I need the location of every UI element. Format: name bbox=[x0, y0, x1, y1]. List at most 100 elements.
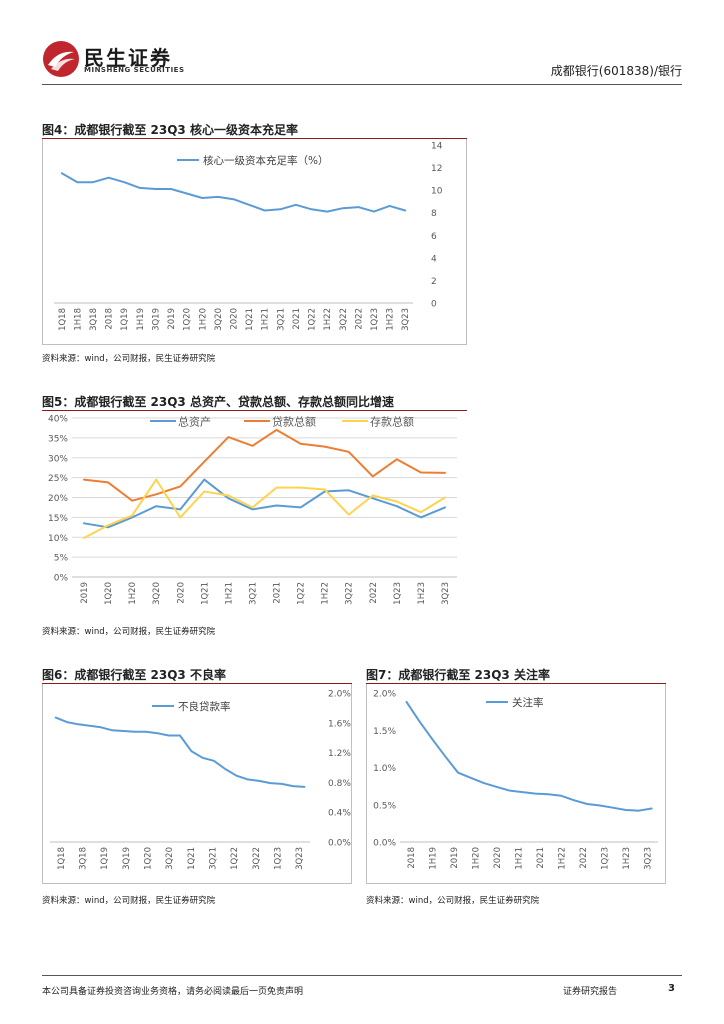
fig7-xtick-label: 2019 bbox=[450, 847, 460, 869]
fig5-data-point bbox=[444, 506, 446, 508]
fig5-data-point bbox=[396, 505, 398, 507]
fig4-xtick-label: 1Q18 bbox=[58, 308, 68, 331]
fig6-data-point bbox=[281, 783, 283, 785]
fig6-ytick-label: 1.2% bbox=[328, 749, 351, 759]
header-divider bbox=[42, 84, 682, 85]
footer-divider bbox=[42, 975, 682, 976]
fig5-title: 图5：成都银行截至 23Q3 总资产、贷款总额、存款总额同比增速 bbox=[42, 395, 394, 409]
fig4-xtick-label: 1H23 bbox=[386, 308, 396, 331]
fig7-data-point bbox=[573, 799, 575, 801]
fig4-legend-label: 核心一级资本充足率（%） bbox=[203, 154, 328, 167]
fig7-data-point bbox=[444, 755, 446, 757]
fig4-data-point bbox=[108, 177, 110, 179]
fig4-data-point bbox=[311, 208, 313, 210]
fig6-data-point bbox=[122, 730, 124, 732]
fig4-xtick-label: 3Q20 bbox=[214, 308, 224, 331]
fig4-data-point bbox=[279, 208, 281, 210]
fig5-data-point bbox=[300, 487, 302, 489]
fig4-xtick-label: 1Q23 bbox=[370, 308, 380, 331]
fig7-ytick-label: 1.0% bbox=[373, 764, 396, 774]
fig5-xtick-label: 2021 bbox=[273, 582, 283, 604]
fig6-xtick-label: 3Q18 bbox=[79, 847, 89, 870]
report-reference: 成都银行(601838)/银行 bbox=[550, 64, 682, 78]
fig5-data-point bbox=[227, 495, 229, 497]
fig7-xtick-label: 2021 bbox=[536, 847, 546, 869]
fig6-legend-label: 不良贷款率 bbox=[178, 700, 231, 713]
fig4-xtick-label: 1Q21 bbox=[245, 308, 255, 331]
fig5-data-point bbox=[444, 497, 446, 499]
fig7-data-point bbox=[457, 772, 459, 774]
fig7-ytick-label: 1.5% bbox=[373, 727, 396, 737]
fig5-data-point bbox=[300, 443, 302, 445]
fig5-xtick-label: 1H23 bbox=[417, 582, 427, 605]
fig6-rule bbox=[42, 683, 352, 684]
fig7-xtick-label: 2020 bbox=[493, 847, 503, 869]
fig5-data-point bbox=[227, 436, 229, 438]
fig5-ytick-label: 15% bbox=[48, 514, 68, 524]
fig5-data-point bbox=[251, 508, 253, 510]
fig6-data-point bbox=[258, 780, 260, 782]
fig6-data-point bbox=[224, 768, 226, 770]
fig5-data-point bbox=[420, 516, 422, 518]
fig6-data-point bbox=[145, 731, 147, 733]
fig6-xtick-label: 3Q19 bbox=[122, 847, 132, 870]
fig5-series-line-1 bbox=[83, 428, 446, 502]
fig6-ytick-label: 2.0% bbox=[328, 690, 351, 700]
fig4-data-point bbox=[201, 197, 203, 199]
fig6-xtick-label: 1Q22 bbox=[230, 847, 240, 870]
fig6-source: 资料来源：wind，公司财报，民生证券研究院 bbox=[42, 896, 216, 906]
fig5-xtick-label: 1H22 bbox=[321, 582, 331, 605]
fig4-xtick-label: 1Q19 bbox=[120, 308, 130, 331]
fig5-data-point bbox=[276, 429, 278, 431]
fig6-data-point bbox=[213, 760, 215, 762]
fig5-ytick-label: 20% bbox=[48, 494, 68, 504]
fig5-xtick-label: 3Q22 bbox=[345, 582, 355, 605]
fig7-ytick-label: 0.0% bbox=[373, 839, 396, 849]
fig6-data-point bbox=[179, 734, 181, 736]
fig5-xtick-label: 1Q20 bbox=[104, 582, 114, 605]
fig7-xtick-label: 1H21 bbox=[514, 847, 524, 870]
fig5-data-point bbox=[131, 500, 133, 502]
fig5-data-point bbox=[396, 500, 398, 502]
fig5-data-point bbox=[155, 493, 157, 495]
fig4-data-point bbox=[248, 204, 250, 206]
fig7-xtick-label: 1H23 bbox=[622, 847, 632, 870]
fig7-chart: 0.0% 0.5% 1.0% 1.5% 2.0% 2018 1H19 2019 1H20 2020… bbox=[366, 684, 666, 884]
fig5-ytick-label: 40% bbox=[48, 415, 68, 425]
fig5-rule bbox=[42, 410, 467, 411]
fig5-data-point bbox=[155, 479, 157, 481]
fig7-xtick-label: 2022 bbox=[579, 847, 589, 869]
fig5-ytick-label: 10% bbox=[48, 534, 68, 544]
fig7-data-point bbox=[405, 701, 407, 703]
fig5-ytick-label: 25% bbox=[48, 474, 68, 484]
fig4-xtick-label: 1H18 bbox=[73, 308, 83, 331]
fig5-data-point bbox=[420, 511, 422, 513]
fig6-title: 图6：成都银行截至 23Q3 不良率 bbox=[42, 668, 226, 682]
fig6-data-point bbox=[111, 729, 113, 731]
fig5-xtick-label: 3Q23 bbox=[441, 582, 451, 605]
fig4-xtick-label: 1H19 bbox=[136, 308, 146, 331]
fig5-xtick-label: 1H20 bbox=[128, 582, 138, 605]
fig6-chart: 0.0% 0.4% 0.8% 1.2% 1.6% 2.0% 1Q18 3Q18 1Q19 3Q19… bbox=[42, 684, 352, 884]
fig5-data-point bbox=[203, 491, 205, 493]
fig4-xtick-label: 1Q22 bbox=[308, 308, 318, 331]
fig6-data-point bbox=[66, 721, 68, 723]
fig7-data-point bbox=[418, 720, 420, 722]
footer-doc-type: 证券研究报告 bbox=[563, 987, 618, 997]
fig4-series-line-0 bbox=[60, 172, 407, 213]
fig4-xtick-label: 3Q23 bbox=[401, 308, 411, 331]
fig4-xtick-label: 1Q20 bbox=[183, 308, 193, 331]
fig4-data-point bbox=[154, 188, 156, 190]
fig4-data-point bbox=[217, 196, 219, 198]
fig7-ytick-label: 0.5% bbox=[373, 801, 396, 811]
fig6-data-point bbox=[156, 732, 158, 734]
fig7-data-point bbox=[625, 809, 627, 811]
fig4-source: 资料来源：wind，公司财报，民生证券研究院 bbox=[42, 354, 216, 364]
fig5-data-point bbox=[251, 445, 253, 447]
fig5-xtick-label: 1Q21 bbox=[200, 582, 210, 605]
fig4-title: 图4：成都银行截至 23Q3 核心一级资本充足率 bbox=[42, 123, 298, 137]
fig5-ytick-label: 35% bbox=[48, 434, 68, 444]
fig6-data-point bbox=[100, 726, 102, 728]
fig4-data-point bbox=[76, 181, 78, 183]
fig4-data-point bbox=[373, 211, 375, 213]
